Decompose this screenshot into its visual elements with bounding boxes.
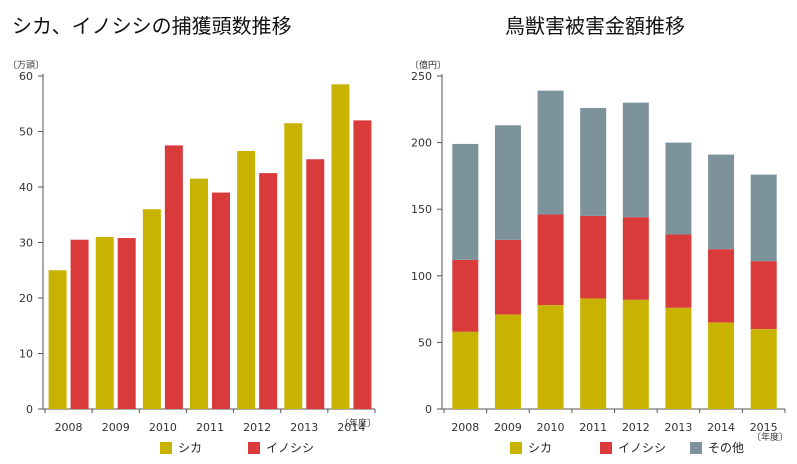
right-chart-xlabel: 〔年度〕 (752, 431, 788, 443)
bar-segment-shika (537, 305, 564, 409)
x-tick-label: 2009 (494, 421, 522, 434)
bar-segment-inoshishi (665, 234, 692, 308)
y-tick-label: 100 (411, 270, 432, 283)
bar-segment-inoshishi (622, 217, 649, 300)
bar-segment-shika (665, 307, 692, 409)
bar-segment-shika (494, 314, 521, 409)
bar-segment-inoshishi (494, 239, 521, 315)
right-chart-ylabel: 〔億円〕 (410, 59, 446, 71)
x-tick-label: 2014 (337, 421, 365, 434)
x-tick-label: 2012 (622, 421, 650, 434)
bar-segment-shika (452, 331, 479, 409)
y-tick-label: 40 (19, 181, 33, 194)
bar-inoshishi (164, 145, 183, 409)
x-tick-label: 2013 (290, 421, 318, 434)
y-tick-label: 150 (411, 203, 432, 216)
left-chart-title: シカ、イノシシの捕獲頭数推移 (12, 14, 292, 38)
x-tick-label: 2011 (196, 421, 224, 434)
x-tick-label: 2011 (579, 421, 607, 434)
x-tick-label: 2009 (102, 421, 130, 434)
bar-inoshishi (259, 173, 278, 409)
bar-segment-other (452, 143, 479, 260)
bar-segment-inoshishi (750, 261, 777, 330)
y-tick-label: 30 (19, 237, 33, 250)
left-chart-xlabel: 〔年度〕 (340, 417, 376, 429)
x-tick-label: 2012 (243, 421, 271, 434)
y-tick-label: 20 (19, 292, 33, 305)
bar-shika (95, 236, 114, 409)
legend-swatch-inoshishi (248, 442, 260, 454)
y-tick-label: 0 (26, 403, 33, 416)
y-tick-label: 250 (411, 70, 432, 83)
bar-inoshishi (353, 120, 372, 410)
bar-segment-other (665, 142, 692, 235)
x-tick-label: 2008 (55, 421, 83, 434)
legend-label-inoshishi: イノシシ (618, 441, 666, 455)
legend-label-shika: シカ (178, 441, 202, 455)
right-chart-title: 鳥獣害被害金額推移 (505, 14, 685, 38)
x-tick-label: 2010 (149, 421, 177, 434)
legend-label-other: その他 (708, 441, 744, 455)
bar-inoshishi (70, 239, 89, 409)
left-chart-legend: シカ イノシシ (160, 441, 314, 455)
bar-shika (237, 150, 256, 410)
bar-segment-other (708, 154, 735, 250)
bar-segment-other (750, 174, 777, 262)
legend-swatch-other (690, 442, 702, 454)
bar-inoshishi (212, 192, 230, 409)
bar-shika (331, 84, 350, 409)
bar-segment-inoshishi (580, 215, 607, 299)
bar-segment-inoshishi (452, 259, 479, 332)
legend-label-inoshishi: イノシシ (266, 441, 314, 455)
legend-swatch-inoshishi (600, 442, 612, 454)
left-chart-ylabel: 〔万頭〕 (8, 60, 44, 71)
y-tick-label: 0 (425, 403, 432, 416)
bar-inoshishi (117, 238, 136, 409)
bar-segment-shika (622, 299, 649, 409)
bar-segment-shika (708, 322, 735, 409)
right-chart-legend: シカ イノシシ その他 (510, 441, 744, 455)
bar-inoshishi (306, 159, 325, 409)
y-tick-label: 200 (411, 137, 432, 150)
y-tick-label: 50 (418, 336, 432, 349)
y-tick-label: 50 (19, 126, 33, 139)
bar-shika (284, 123, 303, 410)
bar-shika (190, 178, 208, 409)
x-tick-label: 2014 (707, 421, 735, 434)
y-tick-label: 10 (19, 348, 33, 361)
x-tick-label: 2015 (750, 421, 778, 434)
bar-shika (48, 270, 67, 409)
x-tick-label: 2013 (664, 421, 692, 434)
x-tick-label: 2008 (451, 421, 479, 434)
bar-segment-other (494, 125, 521, 240)
bar-segment-other (580, 107, 607, 216)
right-chart: 0 50 100 150 200 250 2008 2009 2010 2011 2012 2013 2… (411, 70, 786, 434)
bar-segment-shika (750, 329, 777, 409)
left-chart: 0 10 20 30 40 50 60 2008 2009 2010 2011 2012 2013 201… (19, 70, 376, 434)
bar-segment-other (537, 90, 564, 215)
legend-label-shika: シカ (528, 441, 552, 455)
x-tick-label: 2010 (537, 421, 565, 434)
bar-shika (142, 209, 161, 409)
legend-swatch-shika (160, 442, 172, 454)
bar-segment-shika (580, 298, 607, 409)
y-tick-label: 60 (19, 70, 33, 83)
bar-segment-inoshishi (708, 249, 735, 323)
bar-segment-other (622, 102, 649, 218)
legend-swatch-shika (510, 442, 522, 454)
bar-segment-inoshishi (537, 214, 564, 306)
